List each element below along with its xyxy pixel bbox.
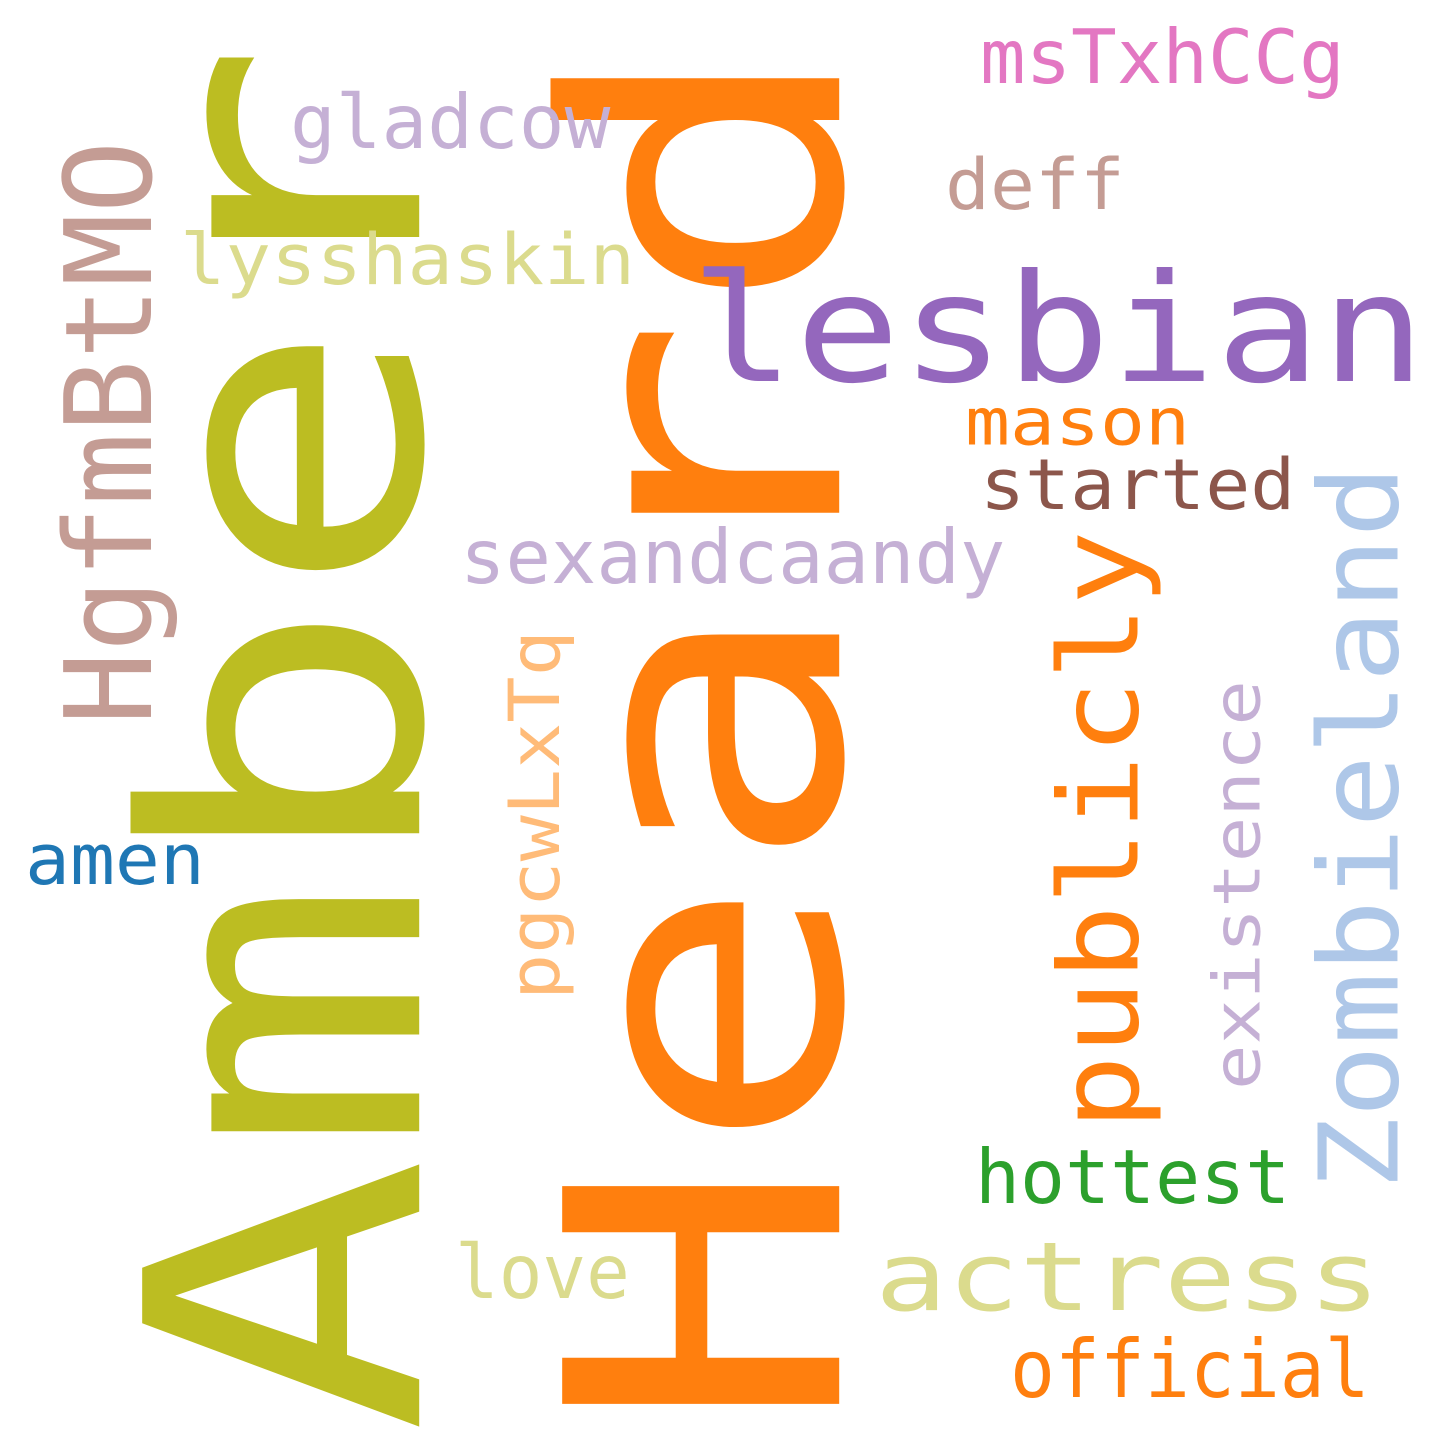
word-hottest: hottest (975, 1133, 1291, 1221)
word-sexandcaandy: sexandcaandy (460, 513, 1006, 601)
word-existence: existence (1199, 680, 1276, 1090)
word-pgcwlxtq: pgcwLxTq (493, 630, 576, 1000)
word-lysshaskin: lysshaskin (180, 218, 636, 301)
word-official: official (1010, 1322, 1370, 1417)
word-love: love (455, 1228, 630, 1316)
word-deff: deff (945, 143, 1125, 226)
word-actress: actress (875, 1221, 1381, 1333)
word-gladcow: gladcow (290, 78, 611, 166)
word-started: started (980, 443, 1296, 526)
word-mason: mason (965, 384, 1191, 461)
word-publicly: publicly (1035, 530, 1164, 1130)
word-lesbian: lesbian (690, 241, 1426, 417)
word-hgfmbtmo: HgfmBtMO (39, 140, 180, 726)
word-mstxhccg: msTxhCCg (980, 13, 1345, 101)
word-amen: amen (25, 818, 205, 901)
word-zombieland: Zombieland (1295, 464, 1424, 1190)
